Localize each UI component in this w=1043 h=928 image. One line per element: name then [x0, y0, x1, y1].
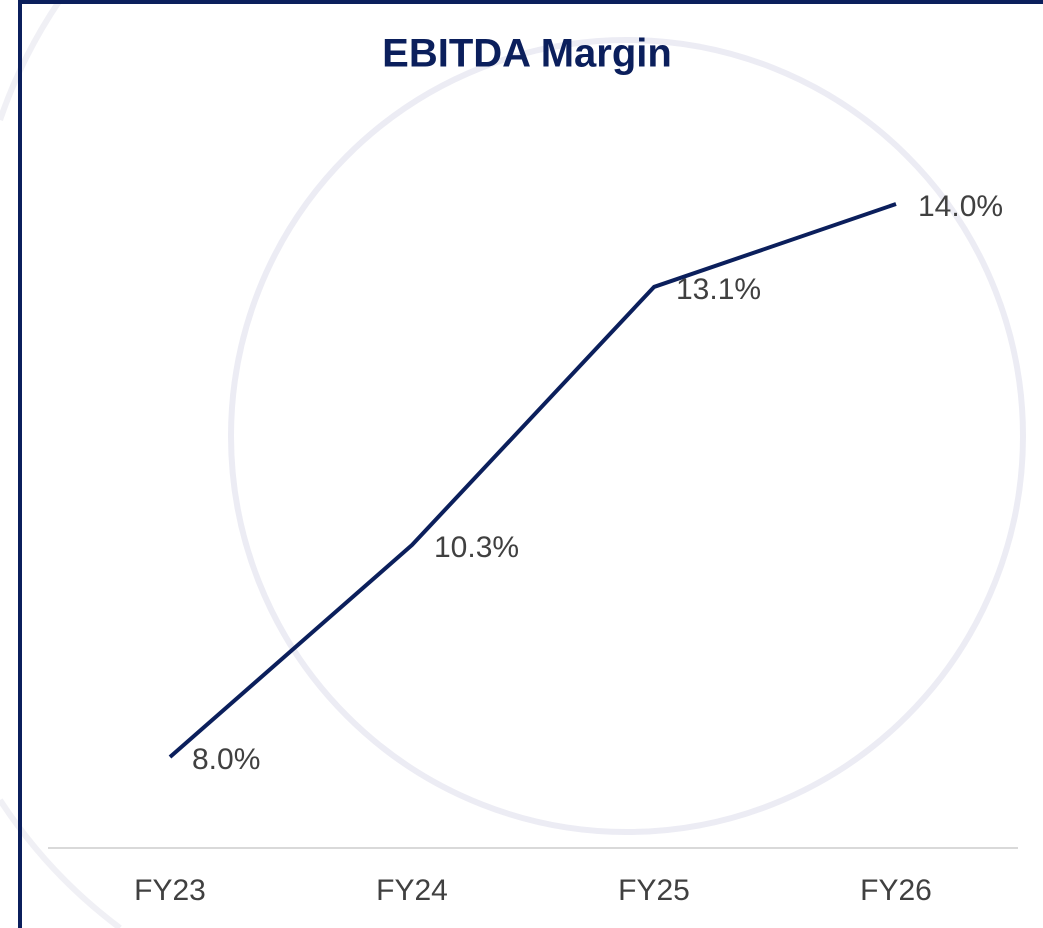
- data-label: 14.0%: [918, 190, 1003, 223]
- x-tick-label: FY23: [134, 874, 206, 907]
- background-arc: [0, 0, 63, 121]
- data-label: 13.1%: [676, 273, 761, 306]
- line: [168, 202, 897, 759]
- chart-title: EBITDA Margin: [382, 32, 672, 76]
- data-label: 8.0%: [192, 743, 260, 776]
- x-tick-label: FY25: [618, 874, 690, 907]
- background-arc: [0, 798, 122, 928]
- x-tick-label: FY24: [376, 874, 448, 907]
- data-label: 10.3%: [434, 531, 519, 564]
- background-circle: [228, 37, 1026, 835]
- x-tick-label: FY26: [860, 874, 932, 907]
